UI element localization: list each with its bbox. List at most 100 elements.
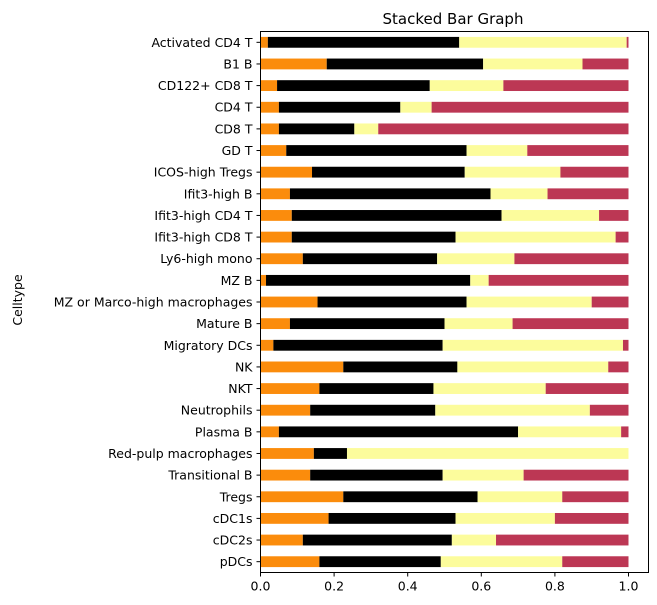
bar-segment <box>260 534 303 546</box>
x-tick-label: 0.6 <box>471 579 491 594</box>
bar-segment <box>400 101 432 113</box>
bar-segment <box>317 296 467 308</box>
x-tick-label: 0.8 <box>545 579 565 594</box>
bar-segment <box>560 166 629 178</box>
bar-segment <box>260 469 311 481</box>
bar-segment <box>286 145 467 156</box>
y-tick-label: Plasma B <box>195 424 253 439</box>
bar-segment <box>477 491 563 503</box>
x-tick-label: 1.0 <box>619 579 639 594</box>
bar-segment <box>527 145 629 156</box>
bar-segment <box>591 296 629 308</box>
bar-segment <box>328 512 456 524</box>
y-tick-label: CD4 T <box>215 100 253 115</box>
x-tick-label: 0.4 <box>398 579 418 594</box>
bar-segment <box>354 123 379 135</box>
y-tick-label: Neutrophils <box>181 403 253 418</box>
bar-segment <box>459 36 627 48</box>
y-tick-label: Activated CD4 T <box>151 35 252 50</box>
bar-segment <box>608 361 629 373</box>
bar-segment <box>260 145 287 156</box>
bar-segment <box>442 339 623 351</box>
bar-segment <box>260 404 311 416</box>
y-tick-label: Ifit3-high B <box>184 186 253 201</box>
bar-segment <box>488 274 629 286</box>
bar-segment <box>599 210 629 221</box>
bar-segment <box>582 58 629 70</box>
bar-segment <box>503 80 629 92</box>
y-tick-label: Ifit3-high CD4 T <box>154 208 252 223</box>
bar-segment <box>518 426 622 438</box>
bars-layer <box>260 36 629 568</box>
bar-segment <box>278 101 401 113</box>
bar-segment <box>260 188 290 200</box>
bar-segment <box>319 556 441 568</box>
bar-segment <box>260 58 327 70</box>
bar-segment <box>444 318 513 330</box>
bar-segment <box>483 58 583 70</box>
bar-segment <box>326 58 484 70</box>
bar-segment <box>464 166 561 178</box>
bar-segment <box>457 361 609 373</box>
bar-segment <box>626 36 629 48</box>
bar-segment <box>343 361 458 373</box>
bar-segment <box>267 36 460 48</box>
bar-segment <box>343 491 478 503</box>
bar-segment <box>266 274 471 286</box>
plot-frame <box>260 31 649 573</box>
y-tick-label: Tregs <box>219 489 253 504</box>
y-tick-label: cDC2s <box>213 533 253 548</box>
bar-segment <box>302 534 452 546</box>
y-tick-label: GD T <box>222 143 253 158</box>
bar-segment <box>260 80 278 92</box>
bar-segment <box>378 123 629 135</box>
bar-segment <box>451 534 497 546</box>
bar-segment <box>514 253 629 265</box>
bar-segment <box>470 274 489 286</box>
bar-segment <box>260 318 290 330</box>
y-tick-label: MZ or Marco-high macrophages <box>54 295 253 310</box>
bar-segment <box>273 339 443 351</box>
bar-segment <box>260 426 279 438</box>
bar-segment <box>260 231 292 243</box>
bar-segment <box>260 556 320 568</box>
bar-segment <box>440 556 563 568</box>
x-ticks: 0.0 0.2 0.4 0.6 0.8 1.0 <box>251 572 639 594</box>
bar-segment <box>501 210 600 221</box>
bar-segment <box>278 426 519 438</box>
bar-segment <box>277 80 430 92</box>
bar-segment <box>554 512 629 524</box>
bar-segment <box>260 253 303 265</box>
bar-segment <box>260 210 292 221</box>
y-tick-label: MZ B <box>221 273 253 288</box>
bar-segment <box>562 491 629 503</box>
bar-segment <box>455 231 616 243</box>
y-tick-label: Ly6-high mono <box>160 251 252 266</box>
bar-segment <box>260 339 274 351</box>
bar-segment <box>260 274 267 286</box>
bar-segment <box>466 145 528 156</box>
bar-segment <box>310 404 436 416</box>
bar-segment <box>260 101 279 113</box>
y-tick-label: ICOS-high Tregs <box>154 165 253 180</box>
bar-segment <box>431 101 629 113</box>
bar-segment <box>621 426 629 438</box>
bar-segment <box>547 188 629 200</box>
y-tick-label: Mature B <box>196 316 252 331</box>
y-tick-label: Red-pulp macrophages <box>108 446 252 461</box>
bar-segment <box>466 296 592 308</box>
y-tick-label: B1 B <box>223 56 252 71</box>
y-tick-label: CD8 T <box>215 121 253 136</box>
bar-segment <box>260 383 320 394</box>
bar-segment <box>562 556 629 568</box>
y-tick-label: NKT <box>228 381 253 396</box>
bar-segment <box>312 166 465 178</box>
bar-segment <box>490 188 548 200</box>
bar-segment <box>289 188 491 200</box>
y-tick-label: Migratory DCs <box>164 338 253 353</box>
bar-segment <box>260 512 329 524</box>
bar-segment <box>260 361 344 373</box>
bar-segment <box>496 534 629 546</box>
